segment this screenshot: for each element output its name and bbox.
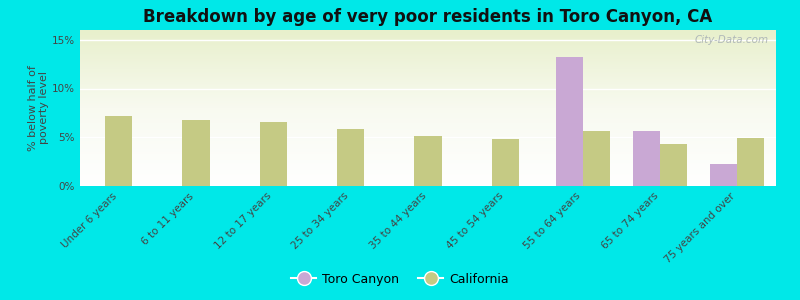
- Bar: [660, 144, 687, 186]
- Bar: [337, 129, 364, 186]
- Bar: [492, 139, 519, 186]
- Bar: [710, 164, 738, 186]
- Bar: [582, 131, 610, 186]
- Title: Breakdown by age of very poor residents in Toro Canyon, CA: Breakdown by age of very poor residents …: [143, 8, 713, 26]
- Bar: [260, 122, 287, 186]
- Y-axis label: % below half of
poverty level: % below half of poverty level: [28, 65, 50, 151]
- Bar: [738, 138, 764, 186]
- Bar: [633, 131, 660, 186]
- Text: City-Data.com: City-Data.com: [695, 35, 769, 45]
- Legend: Toro Canyon, California: Toro Canyon, California: [286, 268, 514, 291]
- Bar: [414, 136, 442, 186]
- Bar: [182, 120, 210, 186]
- Bar: [105, 116, 132, 186]
- Bar: [555, 57, 582, 186]
